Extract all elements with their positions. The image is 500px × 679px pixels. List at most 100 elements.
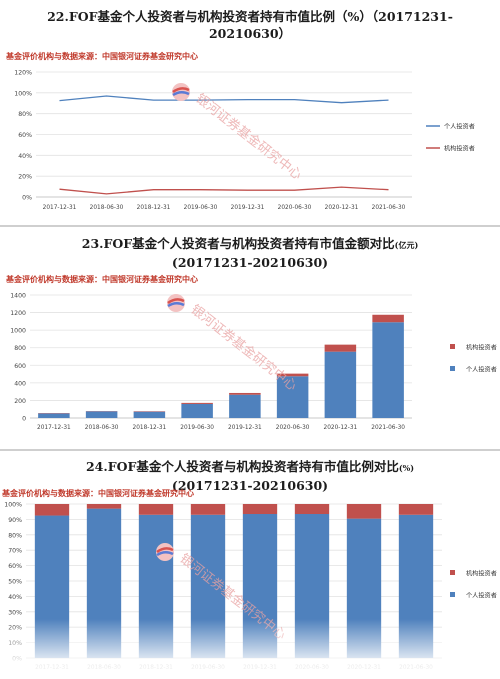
bottom-blur-overlay xyxy=(0,619,500,679)
bar-individual xyxy=(38,413,70,418)
x-tick-label: 2019-12-31 xyxy=(228,425,262,431)
legend-label: 个人投资者 xyxy=(466,592,497,600)
source-note: 基金评价机构与数据来源：中国银河证券基金研究中心 xyxy=(6,52,198,61)
chart-panel-23: 23.FOF基金个人投资者与机构投资者持有市值金额对比(亿元) (2017123… xyxy=(0,228,500,448)
y-tick-label: 60% xyxy=(18,132,32,139)
watermark-logo-stripe xyxy=(156,547,174,554)
y-tick-label: 80% xyxy=(8,532,22,539)
y-tick-label: 40% xyxy=(8,594,22,601)
y-tick-label: 80% xyxy=(18,111,32,118)
x-tick-label: 2020-12-31 xyxy=(325,205,359,211)
y-tick-label: 600 xyxy=(14,363,26,370)
bar-individual xyxy=(181,403,213,418)
bar-institution xyxy=(138,504,174,515)
x-tick-label: 2019-12-31 xyxy=(231,205,265,211)
y-tick-label: 0% xyxy=(22,195,32,202)
bar-individual xyxy=(85,411,118,418)
legend-label: 个人投资者 xyxy=(466,366,497,374)
x-tick-label: 2019-06-30 xyxy=(184,205,218,211)
bar-individual xyxy=(229,394,261,418)
legend-swatch xyxy=(450,344,455,349)
y-tick-label: 800 xyxy=(14,345,26,352)
bar-institution xyxy=(346,504,382,519)
chart-23-title: 23.FOF基金个人投资者与机构投资者持有市值金额对比(亿元) (2017123… xyxy=(0,235,500,272)
y-tick-label: 1000 xyxy=(10,328,26,335)
bar-institution xyxy=(86,504,122,509)
chart-22-title-line1: 22.FOF基金个人投资者与机构投资者持有市值比例（%）（20171231- xyxy=(47,9,453,24)
chart-24-title-unit: (%) xyxy=(398,463,415,473)
legend-label: 机构投资者 xyxy=(466,570,497,578)
series-line-individual xyxy=(59,95,389,104)
y-tick-label: 90% xyxy=(8,517,22,524)
bar-individual xyxy=(133,411,166,418)
legend-swatch xyxy=(450,570,455,575)
panel-divider xyxy=(0,225,500,227)
x-tick-label: 2018-06-30 xyxy=(90,205,124,211)
x-tick-label: 2018-12-31 xyxy=(137,205,171,211)
bar-institution xyxy=(181,402,213,404)
watermark-logo-stripe xyxy=(156,551,174,557)
bar-individual xyxy=(276,376,309,418)
bar-institution xyxy=(398,504,434,515)
x-tick-label: 2017-12-31 xyxy=(43,205,77,211)
y-tick-label: 200 xyxy=(14,398,26,405)
chart-22-plot: 0% 20% 40% 60% 80% 100% 120% 2017-12-31 2018-06-… xyxy=(14,70,475,212)
watermark-logo-stripe xyxy=(172,91,190,97)
y-tick-label: 120% xyxy=(14,70,32,77)
bar-institution xyxy=(190,504,226,515)
chart-22-title: 22.FOF基金个人投资者与机构投资者持有市值比例（%）（20171231- 2… xyxy=(0,8,500,42)
watermark: 银河证券基金研究中心 xyxy=(167,294,300,394)
chart-panel-22: 22.FOF基金个人投资者与机构投资者持有市值比例（%）（20171231- 2… xyxy=(0,0,500,225)
watermark-logo-stripe xyxy=(167,298,185,305)
x-tick-label: 2020-06-30 xyxy=(276,425,310,431)
x-tick-label: 2018-12-31 xyxy=(133,425,167,431)
chart-24-title-line2: (20171231-20210630) xyxy=(171,478,329,493)
y-tick-label: 60% xyxy=(8,563,22,570)
x-tick-label: 2021-06-30 xyxy=(372,205,406,211)
watermark-logo-stripe xyxy=(167,302,185,308)
bar-institution xyxy=(276,373,309,377)
series-line-institution xyxy=(59,186,389,195)
source-note: 基金评价机构与数据来源：中国银河证券基金研究中心 xyxy=(2,489,194,498)
y-tick-label: 30% xyxy=(8,609,22,616)
x-tick-label: 2020-12-31 xyxy=(324,425,358,431)
x-tick-label: 2017-12-31 xyxy=(37,425,71,431)
watermark: 银河证券基金研究中心 xyxy=(172,83,305,183)
panel-divider xyxy=(0,449,500,451)
bar-institution xyxy=(34,504,70,516)
bar-institution xyxy=(229,392,261,395)
y-tick-label: 400 xyxy=(14,380,26,387)
y-tick-label: 20% xyxy=(18,174,32,181)
chart-24-title: 24.FOF基金个人投资者与机构投资者持有市值比例对比(%) (20171231… xyxy=(0,458,500,495)
bar-institution xyxy=(324,344,357,352)
source-note: 基金评价机构与数据来源：中国银河证券基金研究中心 xyxy=(6,275,198,284)
chart-23-title-unit: (亿元) xyxy=(394,240,419,250)
chart-23-plot: 0 200 400 600 800 1000 1200 1400 2017-12-31 2018-… xyxy=(10,293,497,432)
watermark-logo-stripe xyxy=(172,87,190,94)
x-tick-label: 2018-06-30 xyxy=(85,425,119,431)
y-tick-label: 50% xyxy=(8,579,22,586)
watermark-text: 银河证券基金研究中心 xyxy=(193,91,305,184)
chart-24-title-main: 24.FOF基金个人投资者与机构投资者持有市值比例对比 xyxy=(85,459,399,474)
bar-individual xyxy=(372,322,404,418)
y-tick-label: 70% xyxy=(8,548,22,555)
chart-23-title-line2: (20171231-20210630) xyxy=(171,255,329,270)
y-tick-label: 100% xyxy=(4,502,22,509)
legend-label: 机构投资者 xyxy=(444,145,475,153)
legend-label: 个人投资者 xyxy=(444,123,475,131)
chart-23-title-main: 23.FOF基金个人投资者与机构投资者持有市值金额对比 xyxy=(81,236,395,251)
x-tick-label: 2019-06-30 xyxy=(180,425,214,431)
chart-22-title-line2: 20210630） xyxy=(208,26,292,41)
y-tick-label: 40% xyxy=(18,153,32,160)
x-tick-label: 2021-06-30 xyxy=(371,425,405,431)
y-tick-label: 0 xyxy=(22,416,26,423)
legend-swatch xyxy=(450,592,455,597)
bar-institution xyxy=(294,504,330,515)
x-tick-label: 2020-06-30 xyxy=(278,205,312,211)
bar-institution xyxy=(372,314,404,323)
legend-swatch xyxy=(450,366,455,371)
y-tick-label: 1400 xyxy=(10,293,26,300)
y-tick-label: 1200 xyxy=(10,310,26,317)
chart-panel-24: 24.FOF基金个人投资者与机构投资者持有市值比例对比(%) (20171231… xyxy=(0,452,500,679)
bar-institution xyxy=(242,504,278,515)
